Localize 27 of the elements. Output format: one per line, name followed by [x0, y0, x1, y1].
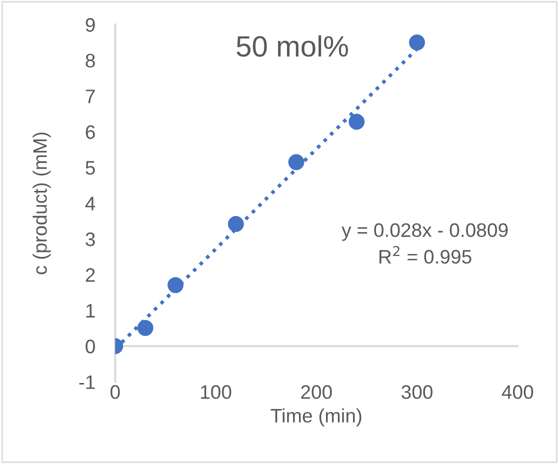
y-tick-label: 2: [86, 268, 95, 282]
y-tick-label: 6: [86, 125, 95, 140]
y-tick-label: 4: [85, 196, 96, 210]
y-tick-label: 0: [86, 340, 95, 354]
point: [409, 34, 425, 50]
y-axis-title: c (product) (mM): [32, 132, 51, 274]
y-tick-label: -1: [79, 376, 95, 389]
annotation: R$^{2}$ = 0.995: [380, 246, 472, 264]
y-tick-label: 5: [86, 161, 95, 175]
point: [228, 216, 244, 232]
y-tick-label: 3: [86, 232, 95, 246]
x-tick-label: 0: [110, 385, 120, 399]
chart-title: 50 mol%: [236, 35, 348, 57]
y-tick-label: 8: [86, 54, 95, 68]
y-tick-label: 7: [86, 90, 95, 104]
point: [137, 320, 154, 336]
y-tick-label: 1: [86, 304, 95, 318]
x-tick-label: 100: [201, 385, 232, 399]
point: [348, 114, 365, 130]
x-tick-label: 400: [502, 385, 534, 399]
point: [168, 277, 184, 294]
x-tick-label: 200: [301, 385, 332, 399]
y-tick-label: 9: [86, 18, 95, 32]
point: [288, 154, 304, 170]
annotation: y = 0.028x - 0.0809: [342, 223, 508, 241]
x-tick-label: 300: [402, 385, 432, 399]
x-axis-title: Time (min): [270, 408, 362, 426]
